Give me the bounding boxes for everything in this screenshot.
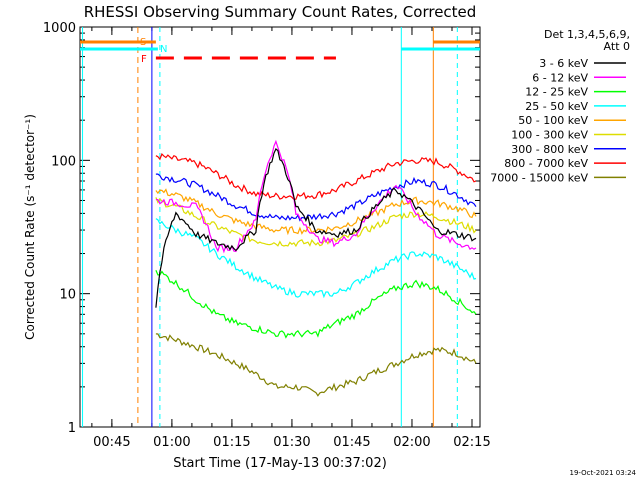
legend-entry-label: 7000 - 15000 keV <box>490 171 588 184</box>
x-tick-label: 01:00 <box>153 435 190 450</box>
series-line <box>155 218 477 299</box>
series-line <box>155 173 477 222</box>
y-tick-label: 10 <box>59 288 76 303</box>
flag-label: F <box>141 54 147 65</box>
legend-entry-label: 100 - 300 keV <box>511 129 588 142</box>
plot-frame <box>79 26 481 428</box>
x-axis-label: Start Time (17-May-13 00:37:02) <box>173 456 387 471</box>
legend-header-line-2: Att 0 <box>604 40 630 53</box>
legend-entry-label: 25 - 50 keV <box>525 100 588 113</box>
series-line <box>155 148 477 308</box>
legend-header-line-1: Det 1,3,4,5,6,9, <box>544 28 630 41</box>
chart-title: RHESSI Observing Summary Count Rates, Co… <box>84 3 477 21</box>
x-tick-label: 02:15 <box>453 435 490 450</box>
x-tick-label: 01:15 <box>213 435 250 450</box>
legend-entry-label: 800 - 7000 keV <box>504 157 588 170</box>
plot-timestamp: 19-Oct-2021 03:24 <box>570 469 637 477</box>
series-line <box>155 197 477 248</box>
series-line <box>155 270 477 339</box>
series-line <box>155 333 477 397</box>
y-tick-label: 1 <box>68 421 76 436</box>
legend-entry-label: 12 - 25 keV <box>525 86 588 99</box>
series-line <box>155 153 477 201</box>
legend-entry-label: 50 - 100 keV <box>518 114 588 127</box>
x-tick-label: 01:30 <box>273 435 310 450</box>
flag-label: S <box>140 37 146 48</box>
x-tick-label: 02:00 <box>393 435 430 450</box>
y-axis-label: Corrected Count Rate (s⁻¹ detector⁻¹) <box>23 114 37 340</box>
x-tick-label: 01:45 <box>333 435 370 450</box>
y-tick-label: 1000 <box>43 21 76 36</box>
plot-area: 1 10 100 1000 00:45 01:00 01:15 01:30 01:45 02:00… <box>43 21 491 450</box>
legend-entry-label: 6 - 12 keV <box>532 71 588 84</box>
flag-label: N <box>160 44 167 55</box>
legend-entry-label: 3 - 6 keV <box>539 57 588 70</box>
x-tick-label: 00:45 <box>93 435 130 450</box>
y-tick-label: 100 <box>51 154 76 169</box>
series-line <box>155 139 477 254</box>
legend-entry-label: 300 - 800 keV <box>511 143 588 156</box>
